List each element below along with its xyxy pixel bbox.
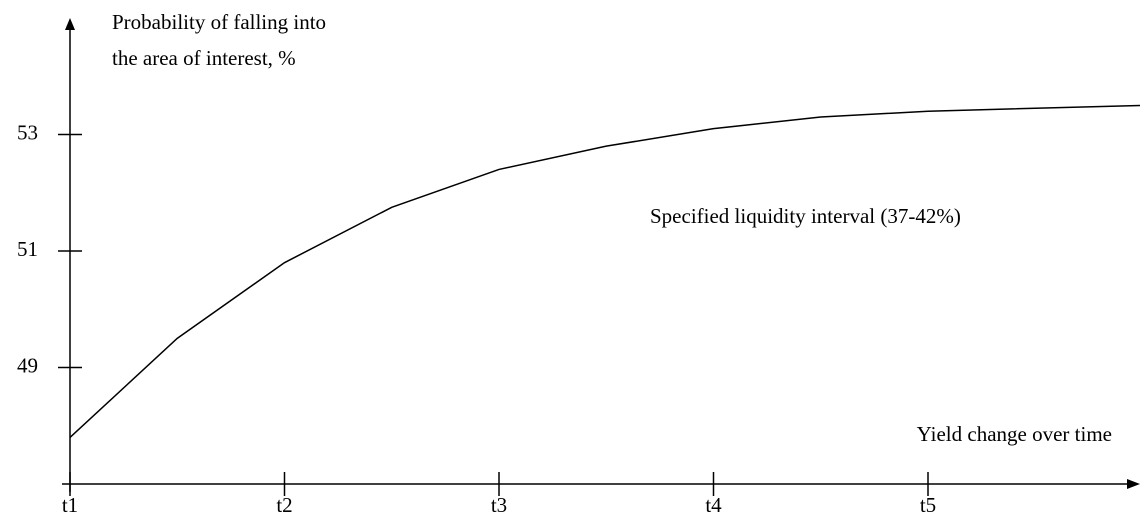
line <box>70 105 1140 437</box>
y-axis-arrow <box>65 18 75 30</box>
x-tick-label: t5 <box>920 493 936 517</box>
x-tick-label: t3 <box>491 493 507 517</box>
x-tick-label: t1 <box>62 493 78 517</box>
y-tick-label: 49 <box>17 353 38 377</box>
y-tick-label: 53 <box>17 120 38 144</box>
x-tick-label: t4 <box>705 493 722 517</box>
y-axis-label: the area of interest, % <box>112 46 296 70</box>
y-tick-label: 51 <box>17 237 38 261</box>
x-tick-label: t2 <box>276 493 292 517</box>
x-axis-label: Yield change over time <box>917 422 1112 446</box>
annotation: Specified liquidity interval (37-42%) <box>650 204 961 228</box>
y-axis-label: Probability of falling into <box>112 10 326 34</box>
chart: Probability of falling into the area of … <box>0 0 1140 519</box>
x-axis-arrow <box>1127 479 1140 489</box>
